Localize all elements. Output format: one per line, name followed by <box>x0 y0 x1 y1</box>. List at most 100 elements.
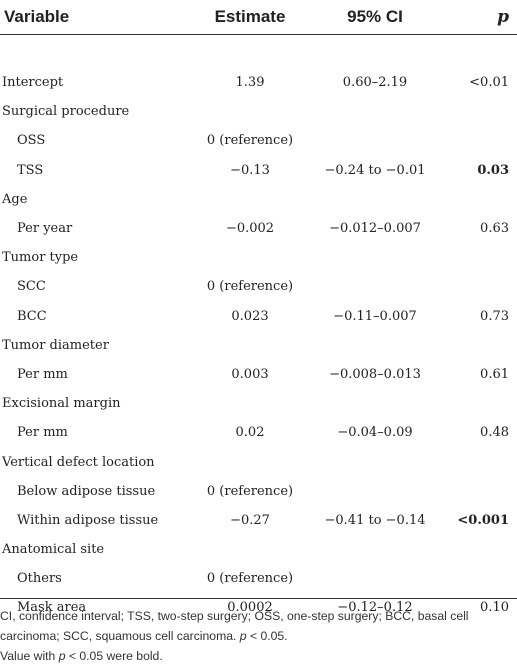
header-ci: 95% CI <box>347 6 403 26</box>
table-row: BCC 0.023 −0.11–0.007 0.73 <box>0 302 517 331</box>
cell-variable: Tumor type <box>2 250 79 266</box>
cell-p-value <box>445 126 517 155</box>
cell-ci: −0.24 to −0.01 <box>324 162 426 178</box>
header-estimate: Estimate <box>214 6 286 26</box>
cell-variable: Others <box>17 571 62 587</box>
cell-p-value: 0.10 <box>480 600 509 616</box>
table-row: TSS −0.13 −0.24 to −0.01 0.03 <box>0 156 517 185</box>
cell-variable: OSS <box>17 133 46 149</box>
cell-estimate <box>185 243 305 272</box>
cell-ci: −0.012–0.007 <box>329 221 421 237</box>
regression-table-container: Variable Estimate 95% CI p Intercept 1.39… <box>0 0 517 622</box>
cell-estimate: 0 (reference) <box>206 571 294 587</box>
cell-variable: Vertical defect location <box>2 454 155 470</box>
header-divider <box>0 33 517 68</box>
cell-p-value: 0.61 <box>480 366 509 382</box>
cell-estimate <box>185 535 305 564</box>
table-row: Anatomical site <box>0 535 517 564</box>
footnote-line-1: CI, confidence interval; TSS, two-step s… <box>0 606 515 646</box>
cell-variable: Intercept <box>2 75 64 91</box>
cell-ci <box>305 535 445 564</box>
cell-estimate: 1.39 <box>235 75 265 91</box>
cell-ci: −0.04–0.09 <box>337 425 413 441</box>
footnote-line-2: Value with p < 0.05 were bold. <box>0 646 515 666</box>
cell-ci: 0.60–2.19 <box>342 75 408 91</box>
cell-p-value <box>445 447 517 476</box>
table-row: Age <box>0 185 517 214</box>
table-row: Intercept 1.39 0.60–2.19 <0.01 <box>0 68 517 97</box>
cell-estimate: −0.13 <box>230 162 270 178</box>
footnote-bold-note-start: Value with <box>0 649 59 663</box>
cell-estimate: 0 (reference) <box>206 133 294 149</box>
cell-variable: Mask area <box>17 600 87 616</box>
table-row: Within adipose tissue −0.27 −0.41 to −0.14… <box>0 506 517 535</box>
cell-variable: Below adipose tissue <box>17 483 156 499</box>
table-row: Per year −0.002 −0.012–0.007 0.63 <box>0 214 517 243</box>
cell-estimate <box>185 389 305 418</box>
cell-p-value <box>445 389 517 418</box>
cell-p-value <box>445 272 517 301</box>
cell-estimate: 0 (reference) <box>206 279 294 295</box>
cell-p-value: 0.73 <box>480 308 509 324</box>
cell-estimate: 0.0002 <box>227 600 273 616</box>
table-row: OSS 0 (reference) <box>0 126 517 155</box>
cell-ci: −0.11–0.007 <box>333 308 417 324</box>
cell-estimate: 0.023 <box>231 308 269 324</box>
footnote-abbreviations: CI, confidence interval; TSS, two-step s… <box>0 609 469 643</box>
cell-ci <box>305 126 445 155</box>
header-p: p <box>497 6 509 27</box>
footnote-p-symbol: p <box>239 629 247 643</box>
cell-p-value <box>445 331 517 360</box>
cell-p-value <box>445 185 517 214</box>
header-variable: Variable <box>4 6 70 26</box>
cell-variable: Per mm <box>17 366 68 382</box>
cell-p-value: <0.001 <box>457 512 509 528</box>
cell-estimate: −0.002 <box>225 221 275 237</box>
cell-p-value: 0.48 <box>480 425 509 441</box>
cell-variable: Anatomical site <box>2 542 105 558</box>
cell-variable: Per year <box>17 221 73 237</box>
cell-ci <box>305 447 445 476</box>
cell-estimate: 0.02 <box>235 425 265 441</box>
table-row: Mask area 0.0002 −0.12–0.12 0.10 <box>0 593 517 622</box>
cell-estimate: 0 (reference) <box>206 483 294 499</box>
cell-p-value: 0.03 <box>477 162 509 178</box>
table-row: Vertical defect location <box>0 447 517 476</box>
cell-ci <box>305 477 445 506</box>
table-row: Excisional margin <box>0 389 517 418</box>
table-row: Surgical procedure <box>0 97 517 126</box>
footnote-p-symbol-2: p <box>58 649 66 663</box>
cell-ci <box>305 331 445 360</box>
cell-variable: SCC <box>17 279 46 295</box>
table-row: Tumor diameter <box>0 331 517 360</box>
cell-ci: −0.41 to −0.14 <box>324 512 426 528</box>
cell-p-value <box>445 564 517 593</box>
cell-estimate <box>185 185 305 214</box>
cell-p-value: 0.63 <box>480 221 509 237</box>
table-row: Others 0 (reference) <box>0 564 517 593</box>
cell-p-value: <0.01 <box>469 75 509 91</box>
cell-ci <box>305 389 445 418</box>
cell-p-value <box>445 535 517 564</box>
cell-variable: Tumor diameter <box>2 337 109 353</box>
cell-ci <box>305 185 445 214</box>
cell-estimate: 0.003 <box>231 366 269 382</box>
cell-variable: TSS <box>17 162 44 178</box>
cell-p-value <box>445 243 517 272</box>
cell-estimate <box>185 331 305 360</box>
cell-ci <box>305 243 445 272</box>
cell-ci <box>305 97 445 126</box>
cell-variable: Age <box>2 191 28 207</box>
table-row: Per mm 0.003 −0.008–0.013 0.61 <box>0 360 517 389</box>
cell-ci <box>305 272 445 301</box>
table-header: Variable Estimate 95% CI p <box>0 0 517 68</box>
table-row: Tumor type <box>0 243 517 272</box>
cell-p-value <box>445 477 517 506</box>
cell-variable: Excisional margin <box>2 396 121 412</box>
cell-variable: BCC <box>17 308 47 324</box>
cell-variable: Per mm <box>17 425 68 441</box>
cell-ci: −0.008–0.013 <box>329 366 421 382</box>
table-bottom-divider <box>0 598 517 599</box>
cell-estimate: −0.27 <box>230 512 270 528</box>
table-footnote: CI, confidence interval; TSS, two-step s… <box>0 606 515 666</box>
